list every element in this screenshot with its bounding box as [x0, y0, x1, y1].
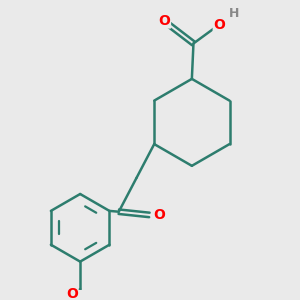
Text: O: O — [153, 208, 165, 222]
Text: O: O — [66, 287, 78, 300]
Text: O: O — [213, 18, 225, 32]
Text: H: H — [229, 7, 239, 20]
Text: O: O — [159, 14, 170, 28]
